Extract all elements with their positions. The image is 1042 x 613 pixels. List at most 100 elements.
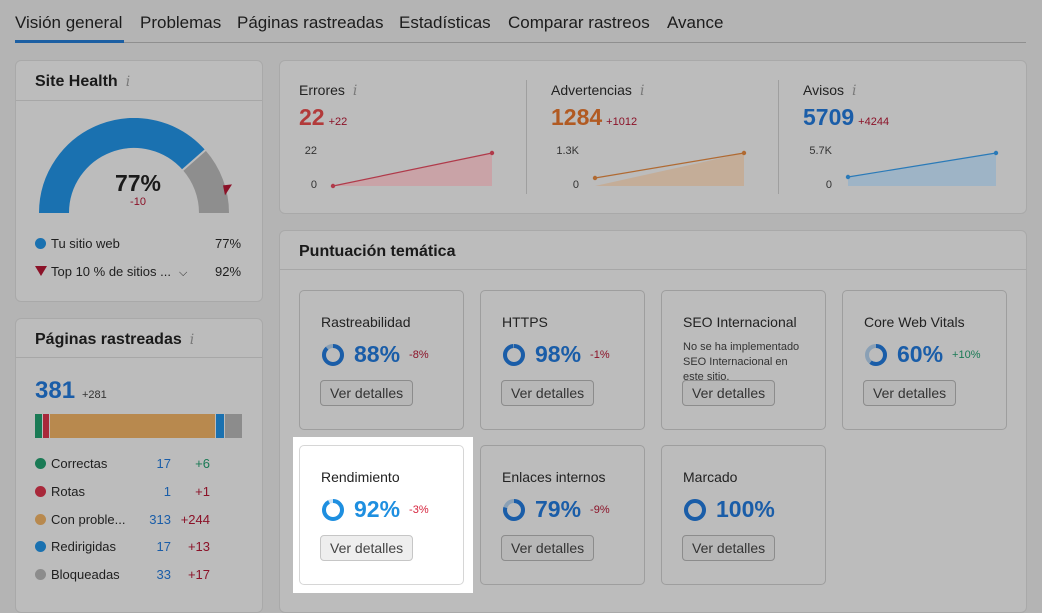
thematic-card-note: No se ha implementado SEO Internacional … [683,341,800,383]
stat-row-correctas: Correctas [35,456,107,471]
info-icon[interactable]: i [639,83,645,99]
issues-metrics-card [279,60,1027,214]
ver-detalles-button[interactable]: Ver detalles [863,380,957,406]
thematic-card-title: Enlaces internos [502,469,606,485]
metric-label-avisos: Avisos i [803,82,857,99]
status-dot-icon [35,514,46,525]
spark-ymin-label: 0 [310,179,317,191]
spark-ymax-label: 5.7K [809,145,832,157]
tab-avance[interactable]: Avance [667,13,724,32]
metric-separator [526,80,527,194]
divider [16,357,262,358]
stat-row-con-problemas: Con proble... [35,512,125,527]
crawled-stacked-bar [35,414,242,438]
bar-segment-bloqueadas[interactable] [225,414,242,438]
info-icon[interactable]: i [352,83,358,99]
tab-paginas-rastreadas[interactable]: Páginas rastreadas [237,13,384,32]
thematic-card-title: SEO Internacional [683,314,797,330]
metric-value-avisos[interactable]: 5709 +4244 [803,104,890,130]
info-icon[interactable]: i [189,332,195,348]
sparkline-advertencias [592,150,747,186]
spark-ymin-label: 0 [825,179,832,191]
stat-num[interactable]: 33 [156,567,171,582]
thematic-card-score[interactable]: 79% -9% [502,496,610,523]
thematic-card-title: HTTPS [502,314,548,330]
ver-detalles-button[interactable]: Ver detalles [682,380,776,406]
thematic-card: Enlaces internos 79% -9% Ver detalles [480,445,645,585]
thematic-card-title: Rendimiento [321,469,400,485]
top10-marker [223,184,233,196]
info-icon[interactable]: i [125,74,131,90]
tab-vision-general[interactable]: Visión general [15,13,123,32]
donut-progress-icon [322,343,344,366]
active-tab-indicator [15,40,124,43]
bar-segment-correctas[interactable] [35,414,42,438]
status-dot-icon [35,541,46,552]
thematic-title: Puntuación temática [299,243,456,260]
stat-delta[interactable]: +1 [195,484,210,499]
ver-detalles-button[interactable]: Ver detalles [320,380,414,406]
crawled-pages-title: Páginas rastreadas i [35,331,195,348]
site-health-gauge [39,118,233,214]
thematic-card: Marcado 100% Ver detalles [661,445,826,585]
stat-row-redirigidas: Redirigidas [35,539,116,554]
tab-problemas[interactable]: Problemas [140,13,222,32]
status-dot-icon [35,569,46,580]
donut-progress-icon [503,343,525,366]
bar-segment-redirigidas[interactable] [216,414,224,438]
thematic-card-title: Rastreabilidad [321,314,411,330]
stat-num[interactable]: 313 [149,512,171,527]
ver-detalles-button[interactable]: Ver detalles [501,535,595,561]
stat-num[interactable]: 1 [163,484,171,499]
thematic-card-score[interactable]: 92% -3% [321,496,429,523]
spark-ymax-label: 22 [304,145,317,157]
crawled-pages-card: Páginas rastreadas i [15,318,263,613]
ver-detalles-button[interactable]: Ver detalles [682,535,776,561]
thematic-card-score[interactable]: 98% -1% [502,341,610,368]
legend-top10[interactable]: Top 10 % de sitios ... ⌵ [35,264,187,280]
ver-detalles-button[interactable]: Ver detalles [320,535,414,561]
thematic-card: SEO Internacional No se ha implementado S… [661,290,826,430]
tab-estadisticas[interactable]: Estadísticas [399,13,491,32]
thematic-card-title: Marcado [683,469,738,485]
donut-progress-icon [865,343,887,366]
metric-separator [778,80,779,194]
sparkline-avisos [845,150,999,186]
site-health-delta: -10 [130,196,146,208]
ver-detalles-button[interactable]: Ver detalles [501,380,595,406]
nav-tabs: Visión general Problemas Páginas rastrea… [0,0,1042,44]
bar-segment-rotas[interactable] [43,414,49,438]
crawled-count[interactable]: 381 [35,377,76,404]
stat-num[interactable]: 17 [156,539,171,554]
stat-delta[interactable]: +6 [195,456,210,471]
stat-num[interactable]: 17 [156,456,171,471]
tabs-divider [15,42,1026,43]
tab-comparar-rastreos[interactable]: Comparar rastreos [508,13,650,32]
site-health-value: 77% [114,170,162,196]
thematic-card-title: Core Web Vitals [864,314,965,330]
stat-delta[interactable]: +17 [187,567,210,582]
status-dot-icon [35,486,46,497]
stat-delta[interactable]: +244 [180,512,210,527]
status-dot-icon [35,458,46,469]
stat-row-rotas: Rotas [35,484,85,499]
triangle-down-icon [35,266,47,276]
thematic-card-score[interactable]: 88% -8% [321,341,429,368]
divider [16,100,262,101]
legend-dot-icon [35,238,46,249]
thematic-card-score[interactable]: 60% +10% [864,341,981,368]
legend-your-site-value: 77% [215,236,242,251]
spark-ymax-label: 1.3K [556,145,579,157]
thematic-card-score[interactable]: 100% [683,496,775,523]
donut-progress-icon [322,498,344,521]
legend-your-site: Tu sitio web [35,236,120,251]
metric-value-advertencias[interactable]: 1284 +1012 [551,104,638,130]
thematic-card: Rendimiento 92% -3% Ver detalles [299,445,464,585]
metric-value-errores[interactable]: 22 +22 [299,104,348,130]
divider [280,269,1026,270]
chevron-down-icon[interactable]: ⌵ [178,267,188,279]
bar-segment-con-problemas[interactable] [50,414,215,438]
stat-delta[interactable]: +13 [187,539,210,554]
info-icon[interactable]: i [851,83,857,99]
metric-label-advertencias: Advertencias i [551,82,645,99]
